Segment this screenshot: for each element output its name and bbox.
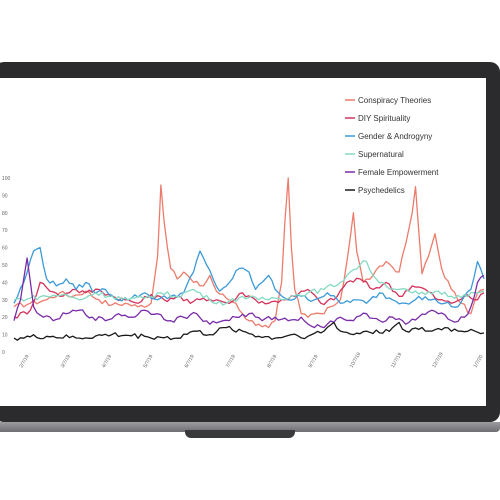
y-axis-labels: 0 10 20 30 40 50 60 70 80 90 100 xyxy=(2,176,11,356)
legend-label: Gender & Androgyny xyxy=(358,132,432,141)
y-tick-label: 20 xyxy=(2,315,8,321)
laptop-screen: 0 10 20 30 40 50 60 70 80 90 100 2/7/19 3/7/19 4/7/1… xyxy=(0,78,486,406)
legend-label: Supernatural xyxy=(358,150,404,159)
series-line-diy-spirituality xyxy=(13,277,485,319)
x-tick-label: 6/7/19 xyxy=(184,354,196,369)
x-tick-label: 8/7/19 xyxy=(266,354,278,369)
x-tick-label: 7/7/19 xyxy=(225,354,237,369)
y-tick-label: 80 xyxy=(2,211,8,217)
series-line-supernatural xyxy=(13,260,485,306)
legend-label: Conspiracy Theories xyxy=(358,96,431,105)
legend-label: DIY Spirituality xyxy=(358,114,410,123)
y-tick-label: 90 xyxy=(2,193,8,199)
x-tick-label: 1/7/20 xyxy=(473,354,485,369)
y-tick-label: 40 xyxy=(2,280,8,286)
y-tick-label: 50 xyxy=(2,263,8,269)
x-tick-label: 9/7/19 xyxy=(307,354,319,369)
legend-label: Psychedelics xyxy=(358,186,405,195)
series-line-gender-androgyny xyxy=(13,246,485,308)
series-lines xyxy=(13,177,485,341)
x-tick-label: 10/7/19 xyxy=(349,351,363,369)
y-tick-label: 70 xyxy=(2,228,8,234)
legend-label: Female Empowerment xyxy=(358,168,439,177)
y-tick-label: 100 xyxy=(2,176,11,182)
x-tick-label: 4/7/19 xyxy=(101,354,113,369)
laptop-notch xyxy=(185,430,295,438)
series-line-psychedelics xyxy=(13,321,485,341)
x-tick-label: 5/7/19 xyxy=(142,354,154,369)
legend: Conspiracy Theories DIY Spirituality Gende… xyxy=(345,96,439,195)
y-tick-label: 10 xyxy=(2,333,8,339)
series-line-conspiracy-theories xyxy=(13,177,485,329)
x-tick-label: 11/7/19 xyxy=(390,352,403,369)
laptop-base xyxy=(0,422,500,432)
y-tick-label: 60 xyxy=(2,246,8,252)
line-chart: 0 10 20 30 40 50 60 70 80 90 100 2/7/19 3/7/19 4/7/1… xyxy=(2,96,485,369)
y-tick-label: 0 xyxy=(2,350,5,356)
series-line-female-empowerment xyxy=(13,257,485,329)
x-tick-label: 12/7/19 xyxy=(431,351,445,369)
x-tick-label: 3/7/19 xyxy=(60,354,72,369)
x-axis-labels: 2/7/19 3/7/19 4/7/19 5/7/19 6/7/19 7/7/19 8/7/… xyxy=(19,351,485,369)
y-tick-label: 30 xyxy=(2,298,8,304)
x-tick-label: 2/7/19 xyxy=(19,354,31,369)
